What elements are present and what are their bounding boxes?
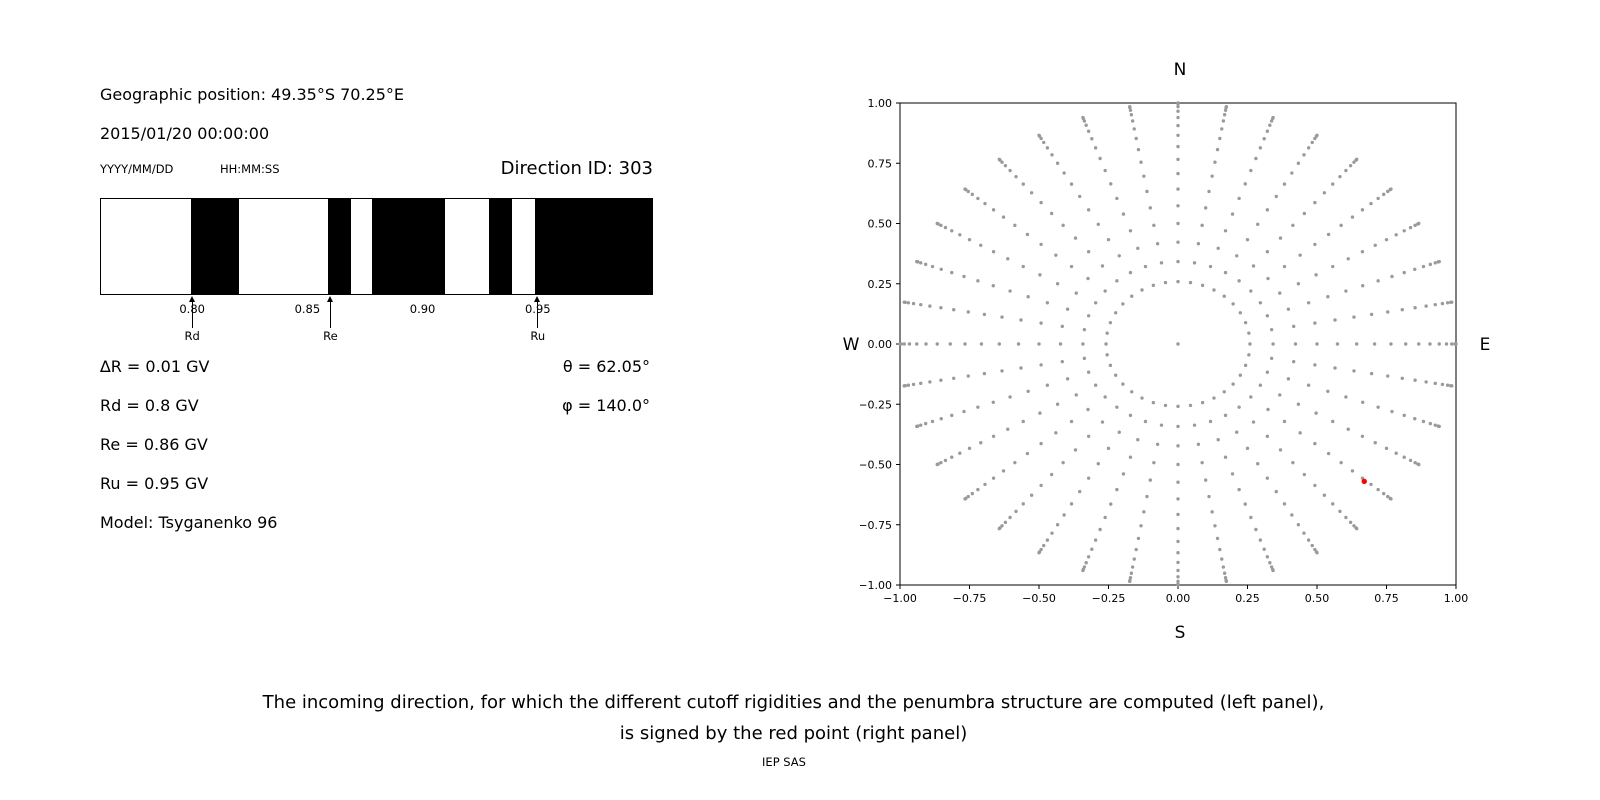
up-arrow-line <box>537 298 539 328</box>
direction-map-svg: −1.00 −0.75 −0.50 −0.25 0.00 0.25 0.50 0.75 1.00… <box>860 97 1469 605</box>
y-tick-label: 1.00 <box>868 97 893 110</box>
penumbra-allowed-band <box>190 199 239 294</box>
up-arrow-line <box>329 298 331 328</box>
compass-south-label: S <box>1174 623 1186 643</box>
x-tick-label: 0.00 <box>1166 592 1191 605</box>
credit-label: IEP SAS <box>762 755 806 769</box>
y-tick-label: 0.25 <box>868 278 893 291</box>
penumbra-tick-label: 0.90 <box>409 302 436 316</box>
x-tick-label: 0.50 <box>1305 592 1330 605</box>
y-tick-label: −1.00 <box>860 579 892 592</box>
x-tick-label: −0.25 <box>1092 592 1126 605</box>
penumbra-tick-label: 0.85 <box>294 302 321 316</box>
penumbra-allowed-band <box>371 199 446 294</box>
compass-west-label: W <box>842 335 860 355</box>
red-direction-point <box>1361 478 1367 485</box>
model-value: Model: Tsyganenko 96 <box>100 513 278 532</box>
phi-value: φ = 140.0° <box>562 396 650 415</box>
y-tick-label: 0.75 <box>868 157 893 170</box>
x-tick-label: 1.00 <box>1444 592 1469 605</box>
penumbra-marker-label: Ru <box>530 329 546 343</box>
geographic-position-label: Geographic position: 49.35°S 70.25°E <box>100 85 405 104</box>
up-arrow-line <box>191 298 193 328</box>
x-tick-label: −1.00 <box>883 592 917 605</box>
y-tick-label: −0.25 <box>860 398 892 411</box>
datetime-label: 2015/01/20 00:00:00 <box>100 124 270 143</box>
re-value: Re = 0.86 GV <box>100 435 208 454</box>
y-tick-label: 0.00 <box>868 338 893 351</box>
time-format-label: HH:MM:SS <box>220 162 280 176</box>
up-arrow-icon <box>534 296 541 302</box>
up-arrow-icon <box>188 296 195 302</box>
penumbra-allowed-band <box>534 199 652 294</box>
x-tick-label: 0.25 <box>1235 592 1260 605</box>
penumbra-marker-label: Re <box>323 329 338 343</box>
delta-r-value: ∆R = 0.01 GV <box>100 357 210 376</box>
x-tick-label: −0.75 <box>953 592 987 605</box>
x-tick-label: 0.75 <box>1374 592 1399 605</box>
x-tick-label: −0.50 <box>1022 592 1056 605</box>
theta-value: θ = 62.05° <box>562 357 650 376</box>
penumbra-marker-label: Rd <box>184 329 200 343</box>
ru-value: Ru = 0.95 GV <box>100 474 209 493</box>
figure-caption: The incoming direction, for which the di… <box>0 687 1587 749</box>
y-tick-label: 0.50 <box>868 218 893 231</box>
caption-line-1: The incoming direction, for which the di… <box>262 692 1325 713</box>
rd-value: Rd = 0.8 GV <box>100 396 199 415</box>
caption-line-2: is signed by the red point (right panel) <box>619 723 968 744</box>
penumbra-allowed-band <box>488 199 512 294</box>
y-tick-label: −0.75 <box>860 519 892 532</box>
direction-grid-dots <box>898 101 1458 587</box>
compass-east-label: E <box>1479 335 1491 355</box>
compass-north-label: N <box>1173 60 1187 80</box>
penumbra-allowed-band <box>328 199 352 294</box>
direction-id-label: Direction ID: 303 <box>500 158 653 179</box>
date-format-label: YYYY/MM/DD <box>100 162 174 176</box>
y-tick-label: −0.50 <box>860 459 892 472</box>
up-arrow-icon <box>326 296 333 302</box>
penumbra-axis: 0.800.850.900.95RdReRu <box>100 296 653 348</box>
penumbra-bar <box>100 198 653 295</box>
